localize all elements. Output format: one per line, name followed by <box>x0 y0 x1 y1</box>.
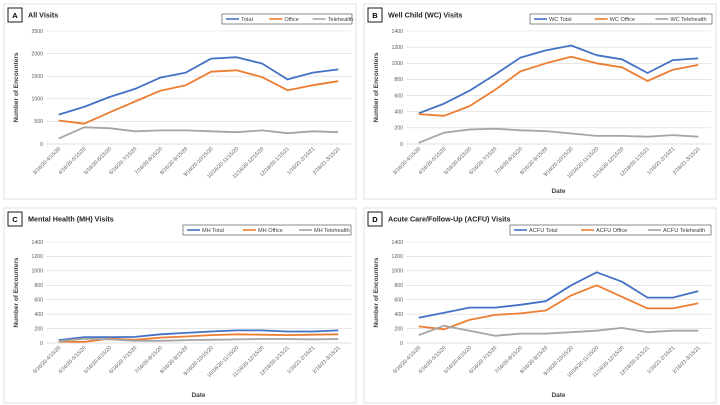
chart-title: All Visits <box>28 11 58 20</box>
y-tick-label: 1400 <box>31 240 43 246</box>
legend: Total Office Telehealth <box>221 13 354 25</box>
series-line-telehealth <box>58 126 339 140</box>
y-tick-label: 200 <box>394 326 403 332</box>
panel-frame <box>3 207 357 404</box>
legend-label-telehealth: ACFU Telehealth <box>663 228 705 234</box>
legend-label-total: ACFU Total <box>529 228 558 234</box>
legend-box <box>221 13 353 25</box>
legend-label-office: WC Office <box>610 17 635 23</box>
y-tick-label: 200 <box>394 126 403 132</box>
panel-letter: D <box>372 215 378 224</box>
legend: MH Total MH Office MH Telehealth <box>182 224 352 236</box>
series-line-office <box>58 69 339 125</box>
series-line-telehealth <box>58 337 339 343</box>
y-tick-label: 800 <box>394 77 403 83</box>
y-tick-label: 500 <box>34 119 43 125</box>
x-axis-title: Date <box>551 392 565 399</box>
series-line-total <box>58 329 339 341</box>
legend-label-total: Total <box>241 17 253 23</box>
panel-frame <box>3 3 357 200</box>
chart-panel-d: D Acute Care/Follow-Up (ACFU) Visits 0 200 4… <box>363 207 717 404</box>
legend: ACFU Total ACFU Office ACFU Telehealth <box>509 224 712 236</box>
legend-label-telehealth: WC Telehealth <box>670 17 706 23</box>
y-tick-label: 1000 <box>391 269 403 275</box>
y-tick-label: 1200 <box>391 254 403 260</box>
legend-label-total: WC Total <box>549 17 572 23</box>
series-line-office <box>418 284 699 331</box>
legend: WC Total WC Office WC Telehealth <box>529 13 713 25</box>
series-line-telehealth <box>418 324 699 337</box>
chart-title: Acute Care/Follow-Up (ACFU) Visits <box>388 215 510 224</box>
y-tick-label: 400 <box>394 312 403 318</box>
chart-panel-b: B Well Child (WC) Visits 0 200 400 600 800 1000… <box>363 3 717 200</box>
y-tick-label: 1400 <box>391 240 403 246</box>
y-tick-label: 1000 <box>31 97 43 103</box>
panel-letter-box <box>367 211 383 227</box>
legend-label-telehealth: Telehealth <box>328 17 354 23</box>
y-tick-label: 1000 <box>31 269 43 275</box>
panel-letter-box <box>367 7 383 23</box>
y-tick-label: 600 <box>34 298 43 304</box>
y-tick-label: 800 <box>394 283 403 289</box>
legend-box <box>509 224 712 236</box>
y-tick-label: 200 <box>34 326 43 332</box>
panel-frame <box>363 207 717 404</box>
series-line-total <box>418 271 699 319</box>
x-axis-title: Date <box>551 188 565 195</box>
y-tick-label: 0 <box>40 341 43 347</box>
y-tick-label: 600 <box>394 298 403 304</box>
series-line-total <box>418 44 699 115</box>
y-axis-title: Number of Encounters <box>373 52 380 122</box>
y-tick-label: 2500 <box>31 29 43 35</box>
series-line-total <box>58 56 339 116</box>
y-tick-label: 0 <box>40 142 43 148</box>
panel-letter-box <box>7 211 23 227</box>
y-tick-label: 1200 <box>391 45 403 51</box>
chart-title: Mental Health (MH) Visits <box>28 215 114 224</box>
y-tick-label: 400 <box>34 312 43 318</box>
y-axis-title: Number of Encounters <box>373 257 380 327</box>
y-tick-label: 1200 <box>31 254 43 260</box>
legend-box <box>182 224 352 236</box>
chart-panel-a: A All Visits 0 500 1000 1500 2000 2500 Number of… <box>3 3 357 200</box>
x-axis-title: Date <box>191 392 205 399</box>
panel-frame <box>363 3 717 200</box>
y-axis-title: Number of Encounters <box>13 257 20 327</box>
panel-letter: B <box>372 11 378 20</box>
y-tick-label: 1400 <box>391 29 403 35</box>
y-tick-label: 2000 <box>31 51 43 57</box>
y-axis-title: Number of Encounters <box>13 52 20 122</box>
y-tick-label: 600 <box>394 93 403 99</box>
legend-label-office: Office <box>284 17 299 23</box>
legend-label-office: ACFU Office <box>596 228 627 234</box>
series-line-office <box>418 55 699 117</box>
legend-label-telehealth: MH Telehealth <box>314 228 350 234</box>
panel-letter: A <box>12 11 18 20</box>
panel-letter: C <box>12 215 18 224</box>
legend-label-total: MH Total <box>202 228 224 234</box>
y-tick-label: 0 <box>400 341 403 347</box>
y-tick-label: 1500 <box>31 74 43 80</box>
y-tick-label: 1000 <box>391 61 403 67</box>
y-tick-label: 400 <box>394 110 403 116</box>
y-tick-label: 800 <box>34 283 43 289</box>
panel-letter-box <box>7 7 23 23</box>
chart-title: Well Child (WC) Visits <box>388 11 462 20</box>
chart-panel-c: C Mental Health (MH) Visits 0 200 400 600 800 1… <box>3 207 357 404</box>
legend-box <box>529 13 713 25</box>
y-tick-label: 0 <box>400 142 403 148</box>
series-line-telehealth <box>418 127 699 144</box>
legend-label-office: MH Office <box>258 228 283 234</box>
